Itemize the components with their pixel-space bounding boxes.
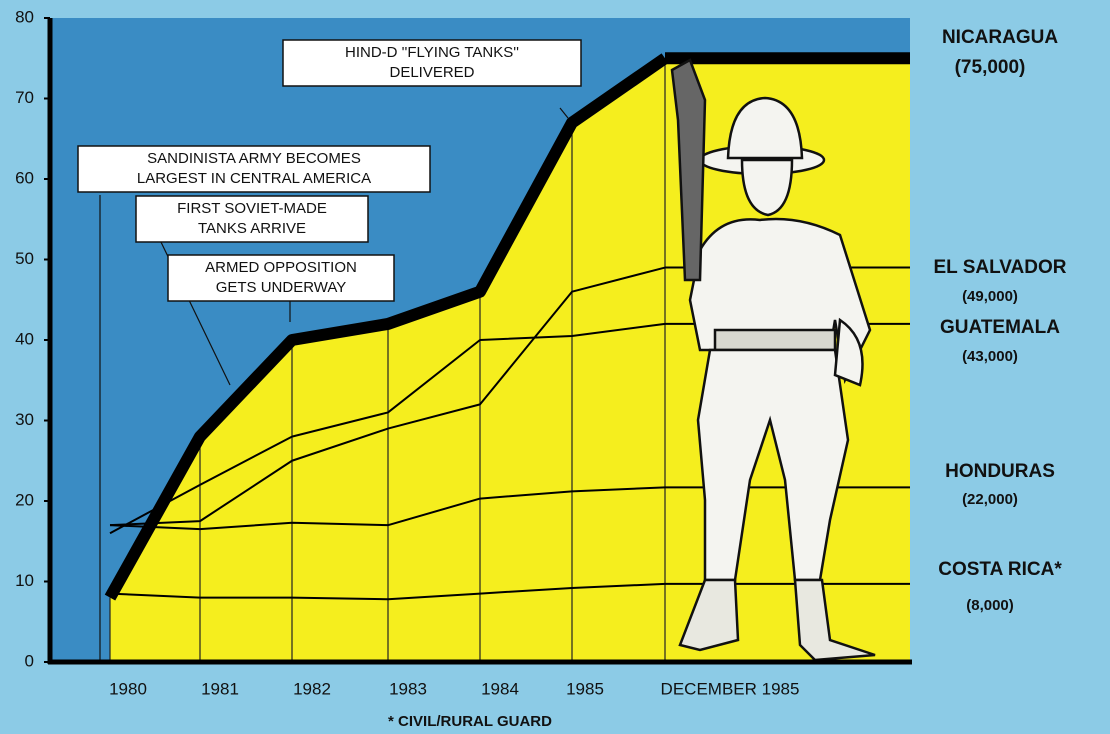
- annotation-box: [167, 254, 395, 302]
- annotation-box: [282, 39, 582, 87]
- x-tick-label: 1983: [389, 679, 427, 698]
- annotation-text: SANDINISTA ARMY BECOMES: [147, 150, 361, 167]
- annotation-text: HIND-D ''FLYING TANKS'': [345, 44, 519, 61]
- series-value-label: (8,000): [966, 597, 1014, 614]
- annotation-text: FIRST SOVIET-MADE: [177, 200, 327, 217]
- series-line: [109, 582, 666, 601]
- series-line: [109, 266, 666, 527]
- y-tick-label: 70: [15, 88, 34, 107]
- x-tick-label: 1984: [481, 679, 519, 698]
- y-tick-label: 50: [15, 249, 34, 268]
- soldier-illustration: [670, 58, 876, 662]
- annotation-arrow: [559, 107, 569, 119]
- annotation-box: [77, 145, 431, 193]
- series-line: [109, 486, 666, 531]
- x-tick-label: DECEMBER 1985: [661, 679, 800, 698]
- series-label: EL SALVADOR: [933, 257, 1066, 278]
- x-tick-label: 1982: [293, 679, 331, 698]
- series-value-label: (49,000): [962, 288, 1018, 305]
- y-tick-label: 40: [15, 329, 34, 348]
- y-tick-label: 10: [15, 571, 34, 590]
- y-tick-label: 20: [15, 490, 34, 509]
- footnote: * CIVIL/RURAL GUARD: [388, 713, 552, 730]
- y-tick-label: 0: [25, 651, 34, 670]
- y-tick-label: 60: [15, 168, 34, 187]
- annotation-text: ARMED OPPOSITION: [205, 259, 357, 276]
- series-line: [104, 53, 669, 601]
- y-tick-label: 80: [15, 7, 34, 26]
- y-tick-label: 30: [15, 410, 34, 429]
- x-tick-label: 1980: [109, 679, 147, 698]
- series-label: HONDURAS: [945, 461, 1055, 482]
- series-label: NICARAGUA: [942, 27, 1058, 48]
- series-value-label: (22,000): [962, 491, 1018, 508]
- annotation-text: LARGEST IN CENTRAL AMERICA: [137, 170, 371, 187]
- series-label: GUATEMALA: [940, 317, 1060, 338]
- annotation-text: GETS UNDERWAY: [216, 279, 347, 296]
- series-line: [109, 322, 666, 535]
- annotation-box: [135, 195, 369, 243]
- series-label: COSTA RICA*: [938, 559, 1062, 580]
- annotation-text: DELIVERED: [389, 64, 474, 81]
- x-tick-label: 1981: [201, 679, 239, 698]
- series-value-label: (43,000): [962, 348, 1018, 365]
- annotation-text: TANKS ARRIVE: [198, 220, 306, 237]
- series-value-label: (75,000): [955, 57, 1026, 78]
- x-tick-label: 1985: [566, 679, 604, 698]
